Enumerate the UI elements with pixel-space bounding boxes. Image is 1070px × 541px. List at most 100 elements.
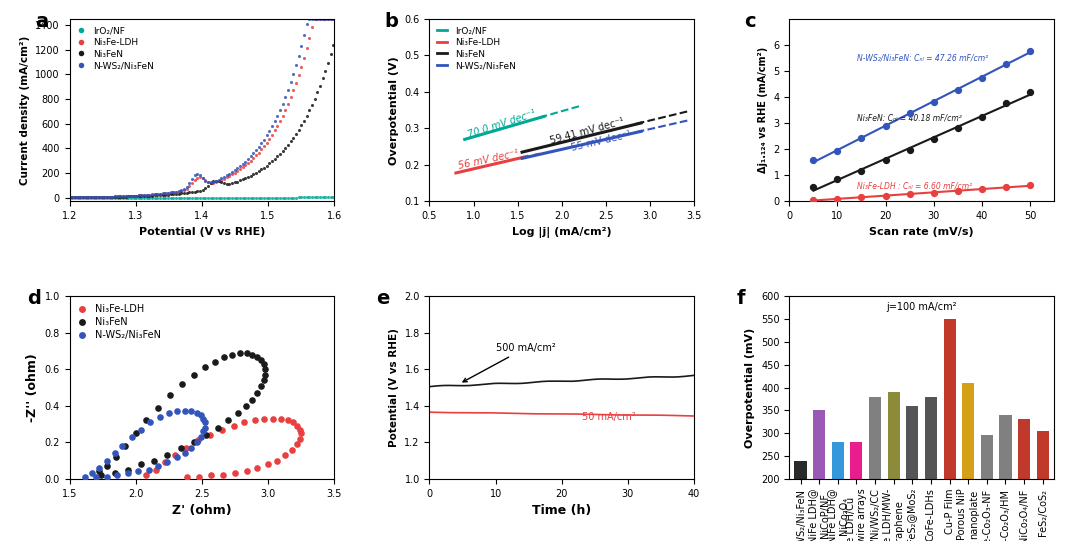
- Point: [295, 31, 312, 39]
- Point: [186, 187, 203, 196]
- Point: [125, 192, 142, 200]
- Legend: Ni₃Fe-LDH, Ni₃FeN, N-WS₂/Ni₃FeN: Ni₃Fe-LDH, Ni₃FeN, N-WS₂/Ni₃FeN: [75, 301, 164, 343]
- Text: N-WS₂/Ni₃FeN: Cₙₗ = 47.26 mF/cm²: N-WS₂/Ni₃FeN: Cₙₗ = 47.26 mF/cm²: [857, 54, 988, 63]
- Point: [295, 193, 312, 202]
- Point: [213, 178, 230, 187]
- Point: [261, 159, 278, 168]
- Point: [197, 193, 214, 202]
- Point: [192, 186, 209, 195]
- Point: [258, 131, 275, 140]
- Point: [240, 159, 257, 167]
- Point: [974, 184, 991, 193]
- Point: [151, 412, 168, 421]
- Point: [290, 193, 307, 202]
- Point: [141, 193, 158, 202]
- Point: [290, 126, 307, 134]
- Point: [256, 142, 273, 150]
- Text: d: d: [27, 289, 41, 308]
- Point: [125, 192, 142, 200]
- Point: [282, 193, 300, 202]
- Point: [114, 192, 132, 201]
- Point: [82, 193, 100, 201]
- Point: [66, 193, 83, 202]
- Point: [224, 168, 241, 176]
- Point: [173, 193, 190, 202]
- Point: [315, 74, 332, 83]
- Point: [63, 193, 80, 202]
- Point: [234, 160, 251, 168]
- Y-axis label: -Z'' (ohm): -Z'' (ohm): [26, 353, 39, 422]
- Point: [253, 193, 270, 202]
- Point: [189, 169, 207, 178]
- Point: [93, 193, 110, 201]
- Point: [179, 182, 196, 191]
- Point: [179, 188, 196, 197]
- Point: [299, 19, 316, 28]
- Point: [256, 376, 273, 385]
- Point: [257, 365, 274, 374]
- Point: [106, 193, 123, 201]
- Bar: [869, 397, 881, 541]
- Point: [949, 187, 966, 195]
- Point: [309, 88, 326, 97]
- Point: [242, 171, 259, 180]
- Point: [274, 100, 291, 108]
- Point: [133, 191, 150, 200]
- Point: [152, 189, 169, 198]
- Point: [322, 15, 339, 23]
- Point: [125, 192, 142, 201]
- Point: [122, 192, 139, 201]
- Point: [127, 429, 144, 438]
- Text: f: f: [736, 289, 745, 308]
- Point: [63, 193, 80, 202]
- Text: 500 mA/cm²: 500 mA/cm²: [463, 343, 555, 382]
- Point: [195, 174, 212, 183]
- Point: [200, 181, 217, 190]
- Point: [165, 193, 182, 202]
- Point: [173, 186, 190, 195]
- Point: [74, 193, 91, 201]
- Point: [85, 193, 102, 201]
- Point: [186, 170, 203, 179]
- Point: [106, 192, 123, 201]
- Point: [250, 193, 268, 202]
- Point: [163, 188, 180, 197]
- Point: [68, 193, 86, 202]
- Bar: [888, 392, 900, 541]
- Point: [256, 163, 273, 172]
- Point: [877, 156, 895, 164]
- Point: [253, 381, 270, 390]
- Text: Ni₃Fe-LDH : Cₙₗ = 6.60 mF/cm²: Ni₃Fe-LDH : Cₙₗ = 6.60 mF/cm²: [857, 181, 972, 190]
- Point: [68, 193, 86, 202]
- Point: [95, 193, 112, 201]
- Point: [322, 193, 339, 202]
- Point: [149, 191, 166, 200]
- Point: [304, 193, 321, 202]
- Point: [218, 171, 235, 180]
- Point: [201, 431, 218, 439]
- Point: [311, 15, 328, 23]
- Point: [311, 193, 328, 202]
- Point: [249, 388, 266, 397]
- Point: [98, 193, 116, 201]
- Point: [165, 188, 182, 196]
- Point: [196, 424, 213, 432]
- Point: [185, 438, 202, 447]
- Point: [160, 409, 178, 418]
- Point: [152, 193, 169, 202]
- Point: [143, 190, 160, 199]
- Point: [167, 451, 184, 459]
- X-axis label: Z' (ohm): Z' (ohm): [172, 504, 232, 517]
- Point: [195, 185, 212, 194]
- Point: [202, 179, 219, 187]
- Point: [85, 193, 102, 201]
- Point: [269, 152, 286, 161]
- Point: [131, 191, 148, 200]
- Point: [157, 189, 174, 197]
- Point: [245, 149, 262, 158]
- Point: [246, 416, 263, 425]
- Point: [249, 352, 266, 361]
- Point: [1022, 181, 1039, 189]
- Point: [101, 193, 118, 202]
- Point: [240, 193, 257, 202]
